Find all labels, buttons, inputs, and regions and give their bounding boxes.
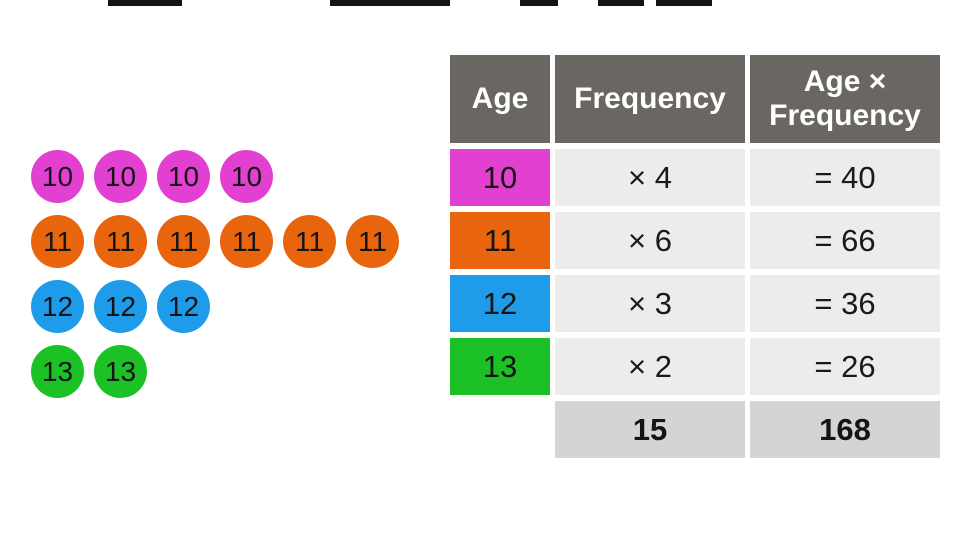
header-age-times-frequency-line1: Age ×: [803, 65, 887, 99]
frequency-cell-13: × 2: [555, 338, 745, 395]
dot-age-10: 10: [157, 150, 210, 203]
product-cell-13: = 26: [750, 338, 940, 395]
dot-age-13: 13: [94, 345, 147, 398]
dot-age-12: 12: [31, 280, 84, 333]
header-frequency: Frequency: [555, 55, 745, 143]
header-age: Age: [450, 55, 550, 143]
dot-age-10: 10: [220, 150, 273, 203]
dot-age-13: 13: [31, 345, 84, 398]
dot-age-10: 10: [31, 150, 84, 203]
product-cell-12: = 36: [750, 275, 940, 332]
age-cell-11: 11: [450, 212, 550, 269]
dot-age-11: 11: [157, 215, 210, 268]
dot-row-age-10: 10 10 10 10: [31, 150, 399, 203]
frequency-cell-11: × 6: [555, 212, 745, 269]
dot-age-11: 11: [283, 215, 336, 268]
header-age-times-frequency-line2: Frequency: [769, 99, 921, 132]
cropped-text-fragment: [656, 0, 712, 6]
header-frequency-label: Frequency: [574, 82, 726, 116]
product-cell-10: = 40: [750, 149, 940, 206]
totals-product-cell: 168: [750, 401, 940, 458]
dot-row-age-13: 13 13: [31, 345, 399, 398]
dot-age-12: 12: [157, 280, 210, 333]
frequency-table: Age Frequency Age × Frequency 10 × 4 = 4…: [450, 55, 940, 458]
dot-age-11: 11: [31, 215, 84, 268]
header-age-times-frequency: Age × Frequency: [750, 55, 940, 143]
dot-row-age-12: 12 12 12: [31, 280, 399, 333]
age-cell-12: 12: [450, 275, 550, 332]
frequency-cell-10: × 4: [555, 149, 745, 206]
dot-age-12: 12: [94, 280, 147, 333]
totals-empty-cell: [450, 401, 550, 458]
dot-age-10: 10: [94, 150, 147, 203]
cropped-text-fragment: [598, 0, 644, 6]
product-cell-11: = 66: [750, 212, 940, 269]
dot-row-age-11: 11 11 11 11 11 11: [31, 215, 399, 268]
header-age-label: Age: [471, 82, 529, 116]
dot-age-11: 11: [346, 215, 399, 268]
dot-age-11: 11: [220, 215, 273, 268]
age-cell-10: 10: [450, 149, 550, 206]
dot-age-11: 11: [94, 215, 147, 268]
cropped-text-fragment: [520, 0, 558, 6]
cropped-text-fragment: [108, 0, 182, 6]
frequency-cell-12: × 3: [555, 275, 745, 332]
dot-plot: 10 10 10 10 11 11 11 11 11 11 12 12 12 1…: [31, 150, 399, 410]
cropped-text-fragment: [330, 0, 450, 6]
totals-frequency-cell: 15: [555, 401, 745, 458]
age-cell-13: 13: [450, 338, 550, 395]
